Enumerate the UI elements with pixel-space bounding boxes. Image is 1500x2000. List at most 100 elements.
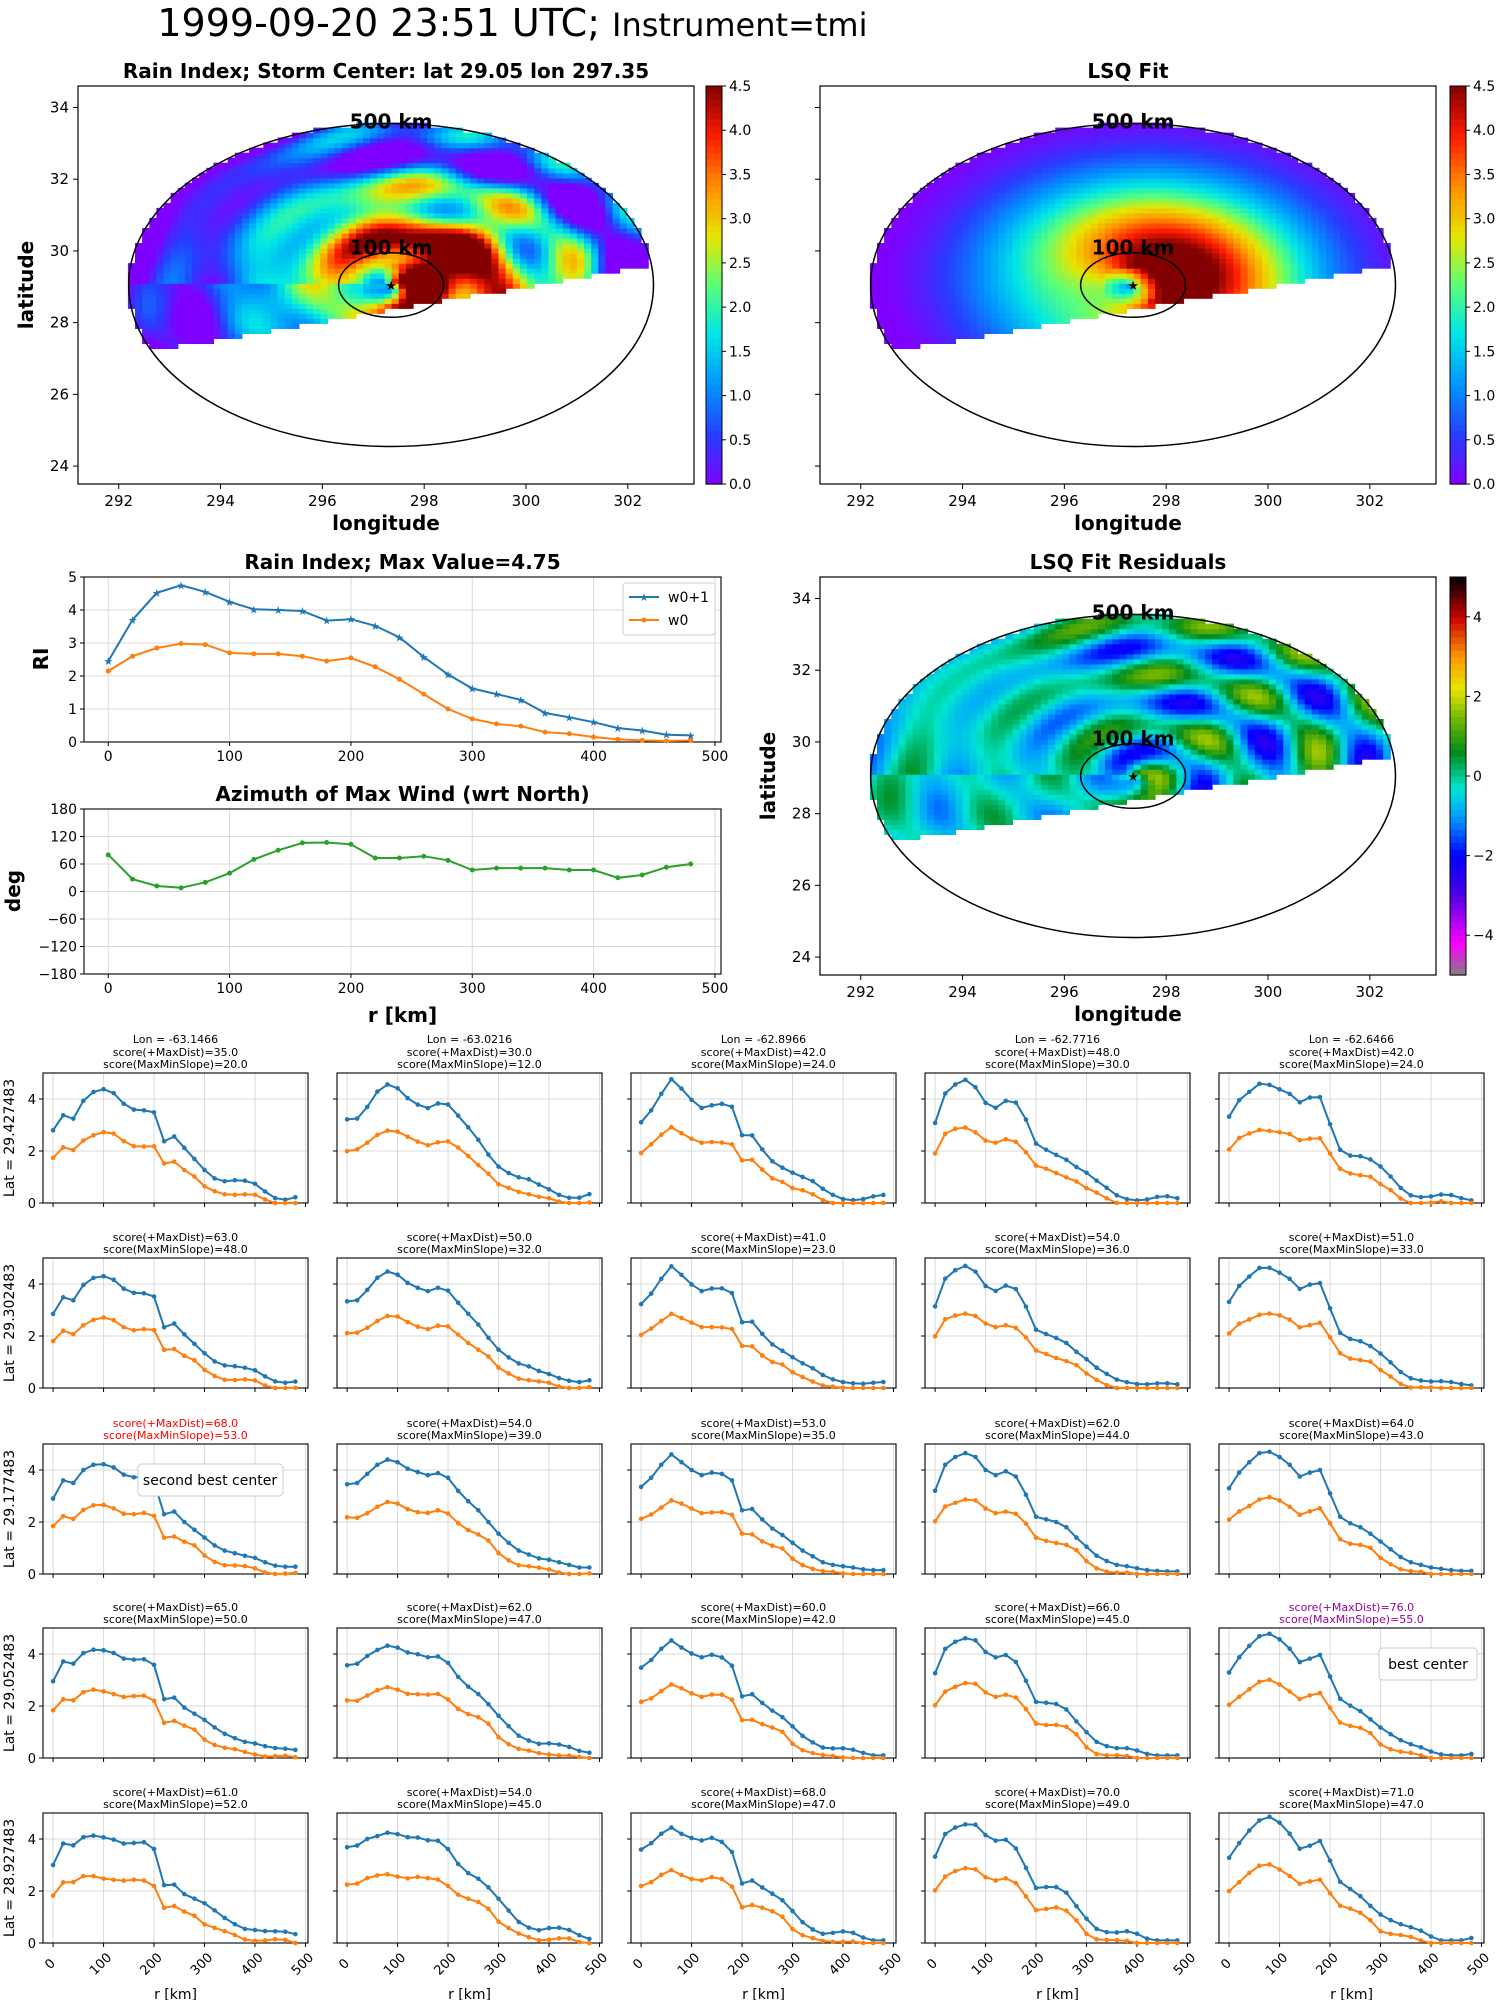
map-cell [1133, 303, 1142, 309]
map-cell [156, 303, 165, 309]
map-cell [377, 157, 385, 164]
map-cell [284, 318, 293, 324]
map-cell [313, 248, 321, 254]
map-cell [1347, 263, 1356, 269]
map-cell [527, 197, 535, 204]
map-cell [213, 197, 222, 204]
map-cell [291, 313, 300, 319]
map-cell [448, 202, 457, 209]
map-cell [1226, 263, 1234, 269]
map-cell [334, 298, 343, 304]
map-cell [1226, 212, 1234, 219]
map-cell [926, 779, 935, 785]
map-cell [912, 769, 921, 775]
map-cell [941, 323, 949, 329]
map-cell [470, 177, 478, 184]
map-cell [584, 258, 592, 264]
map-cell [584, 202, 592, 209]
map-cell [991, 308, 999, 314]
map-cell [1126, 273, 1135, 279]
map-cell [1254, 182, 1263, 189]
map-cell [320, 258, 328, 264]
map-cell [1026, 313, 1035, 319]
map-cell [1333, 182, 1341, 189]
map-cell [1190, 172, 1199, 179]
map-cell [420, 137, 428, 144]
map-cell [1133, 223, 1142, 229]
map-cell [1126, 238, 1135, 244]
colorbar-tick-label: 4.5 [729, 79, 751, 95]
colorbar-frame [1449, 85, 1467, 485]
map-cell [612, 233, 621, 239]
map-cell [948, 779, 956, 785]
map-cell [948, 789, 956, 795]
map-cell [969, 268, 978, 274]
map-cell [1233, 268, 1242, 274]
map-cell [1076, 207, 1085, 214]
map-cell [284, 248, 293, 254]
map-cell [1090, 182, 1099, 189]
map-cell [370, 187, 378, 194]
map-cell [1105, 137, 1113, 144]
map-cell [1240, 147, 1249, 154]
map-cell [270, 293, 279, 299]
map-cell [1133, 248, 1142, 254]
map-cell [213, 288, 222, 294]
map-cell [891, 248, 899, 254]
map-cell [1269, 273, 1277, 279]
map-cell [348, 177, 357, 184]
map-cell [234, 167, 243, 174]
map-cell [1140, 187, 1149, 194]
map-cell [1126, 147, 1135, 154]
map-cell [498, 187, 507, 194]
map-cell [1155, 137, 1163, 144]
map-cell [1090, 293, 1099, 299]
map-cell [170, 343, 179, 349]
map-cell [541, 253, 549, 259]
map-cell [363, 283, 371, 289]
map-cell [249, 328, 257, 334]
map-cell [213, 202, 222, 209]
map-cell [1190, 283, 1199, 289]
map-cell [1219, 263, 1227, 269]
map-cell [1040, 212, 1049, 219]
map-cell [263, 293, 271, 299]
map-cell [334, 308, 343, 314]
map-cell [348, 223, 357, 229]
map-cell [192, 308, 200, 314]
map-cell [1311, 238, 1320, 244]
map-cell [1005, 152, 1013, 159]
map-cell [298, 177, 307, 184]
map-cell [220, 228, 229, 234]
map-cell [983, 172, 992, 179]
map-cell [1083, 182, 1092, 189]
map-cell [156, 273, 165, 279]
map-cell [1290, 197, 1299, 204]
map-cell [170, 333, 179, 339]
map-cell [341, 243, 350, 249]
map-cell [427, 187, 435, 194]
map-cell [298, 243, 307, 249]
map-cell [534, 233, 542, 239]
map-cell [1126, 223, 1135, 229]
map-cell [470, 197, 478, 204]
map-cell [270, 298, 279, 304]
map-cell [241, 172, 250, 179]
map-cell [370, 273, 378, 279]
map-cell [891, 308, 899, 314]
map-cell [555, 243, 564, 249]
map-cell [334, 132, 343, 139]
map-cell [1340, 212, 1348, 219]
map-cell [156, 328, 165, 334]
map-cell [1105, 223, 1113, 229]
map-cell [1297, 258, 1306, 264]
map-cell [220, 253, 229, 259]
map-cell [320, 137, 328, 144]
map-cell [1155, 167, 1163, 174]
map-cell [398, 278, 407, 284]
map-cell [1012, 197, 1021, 204]
map-cell [955, 313, 964, 319]
map-cell [249, 263, 257, 269]
map-cell [448, 273, 457, 279]
map-cell [313, 207, 321, 214]
